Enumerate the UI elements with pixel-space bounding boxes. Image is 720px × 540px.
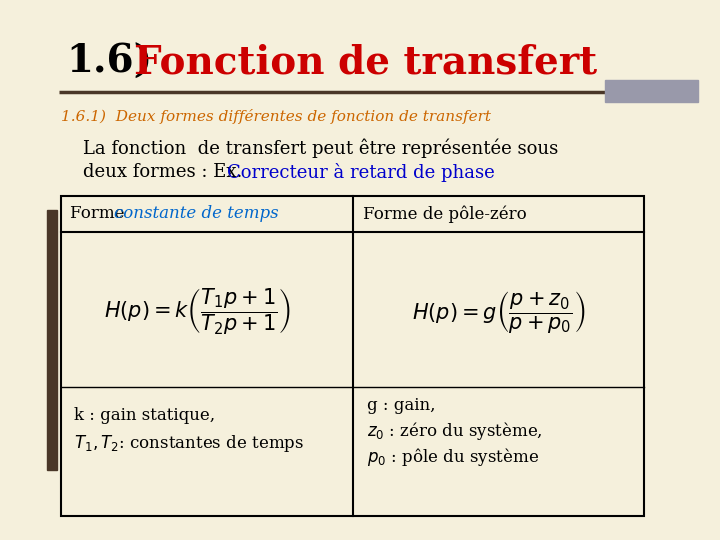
Text: k : gain statique,: k : gain statique, [74,407,215,423]
Text: constante de temps: constante de temps [114,206,279,222]
Text: $p_0$ : pôle du système: $p_0$ : pôle du système [367,446,539,468]
Text: Forme: Forme [71,206,130,222]
Text: Correcteur à retard de phase: Correcteur à retard de phase [228,163,495,181]
Text: Fonction de transfert: Fonction de transfert [107,43,598,81]
Text: 1.6.1)  Deux formes différentes de fonction de transfert: 1.6.1) Deux formes différentes de foncti… [60,109,490,124]
Bar [47,210,57,470]
Text: Forme de pôle-zéro: Forme de pôle-zéro [363,205,527,222]
Text: $z_0$ : zéro du système,: $z_0$ : zéro du système, [367,420,543,442]
Bar [60,196,644,516]
Text: $H(p) = g\left(\dfrac{p+z_0}{p+p_0}\right)$: $H(p) = g\left(\dfrac{p+z_0}{p+p_0}\righ… [412,289,585,335]
Text: $T_1,T_2$: constantes de temps: $T_1,T_2$: constantes de temps [74,433,305,454]
Text: deux formes : Ex.: deux formes : Ex. [83,163,243,181]
Text: $H(p) = k\left(\dfrac{T_1p+1}{T_2p+1}\right)$: $H(p) = k\left(\dfrac{T_1p+1}{T_2p+1}\ri… [104,287,290,338]
Bar [605,80,698,102]
Text: 1.6): 1.6) [66,43,153,81]
Text: La fonction  de transfert peut être représentée sous: La fonction de transfert peut être repré… [83,138,558,158]
Text: g : gain,: g : gain, [367,396,436,414]
